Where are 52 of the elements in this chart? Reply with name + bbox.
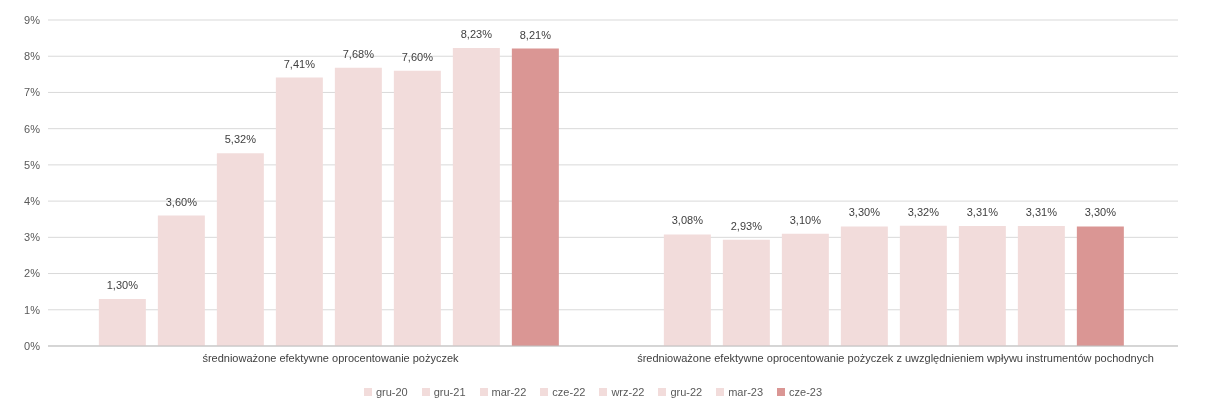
y-tick-label: 6%: [24, 122, 41, 135]
data-label: 8,23%: [460, 27, 493, 40]
data-label: 7,60%: [401, 50, 434, 63]
legend-label: cze-22: [552, 386, 586, 398]
bar: [899, 225, 947, 346]
legend-label: mar-23: [728, 386, 764, 398]
bar: [663, 234, 711, 346]
data-label: 3,31%: [966, 206, 999, 219]
bar: [840, 226, 888, 346]
data-label: 3,10%: [789, 213, 822, 226]
bar: [275, 77, 323, 346]
bar: [1076, 226, 1124, 346]
legend-label: cze-23: [789, 386, 823, 398]
data-label: 3,31%: [1025, 206, 1058, 219]
data-label: 3,30%: [1084, 206, 1117, 219]
data-label: 8,21%: [519, 28, 552, 41]
legend-label: gru-21: [433, 386, 466, 398]
bar: [216, 153, 264, 346]
y-tick-label: 8%: [24, 50, 41, 63]
y-tick-label: 2%: [24, 267, 41, 280]
data-label: 3,60%: [165, 195, 198, 208]
y-tick-label: 3%: [24, 231, 41, 244]
data-label: 3,30%: [848, 206, 881, 219]
bar: [722, 239, 770, 346]
x-tick-label: średnioważone efektywne oprocentowanie pożyczek z uwzględnieniem wpływu instrumentów pochodnych: [637, 351, 1154, 364]
y-tick-label: 5%: [24, 158, 41, 171]
bar: [1017, 226, 1065, 346]
y-tick-label: 9%: [24, 13, 41, 26]
y-tick-label: 7%: [24, 86, 41, 99]
legend-label: mar-22: [491, 386, 527, 398]
data-label: 1,30%: [106, 278, 139, 291]
data-label: 2,93%: [730, 219, 763, 232]
y-tick-label: 1%: [24, 303, 41, 316]
bar: [157, 215, 205, 346]
data-label: 5,32%: [224, 133, 257, 146]
bar: [393, 70, 441, 346]
data-label: 3,32%: [907, 205, 940, 218]
y-tick-label: 0%: [24, 339, 41, 352]
legend-label: gru-20: [375, 386, 408, 398]
data-label: 7,68%: [342, 47, 375, 60]
bar: [334, 67, 382, 346]
legend-label: gru-22: [670, 386, 703, 398]
legend-label: wrz-22: [611, 386, 645, 398]
bar: [452, 47, 500, 346]
bar: [511, 48, 559, 346]
y-tick-label: 4%: [24, 195, 41, 208]
x-tick-label: średnioważone efektywne oprocentowanie pożyczek: [202, 351, 460, 364]
bar: [98, 298, 146, 346]
bar: [781, 233, 829, 346]
data-label: 7,41%: [283, 57, 316, 70]
bar: [958, 226, 1006, 346]
data-label: 3,08%: [671, 214, 704, 227]
